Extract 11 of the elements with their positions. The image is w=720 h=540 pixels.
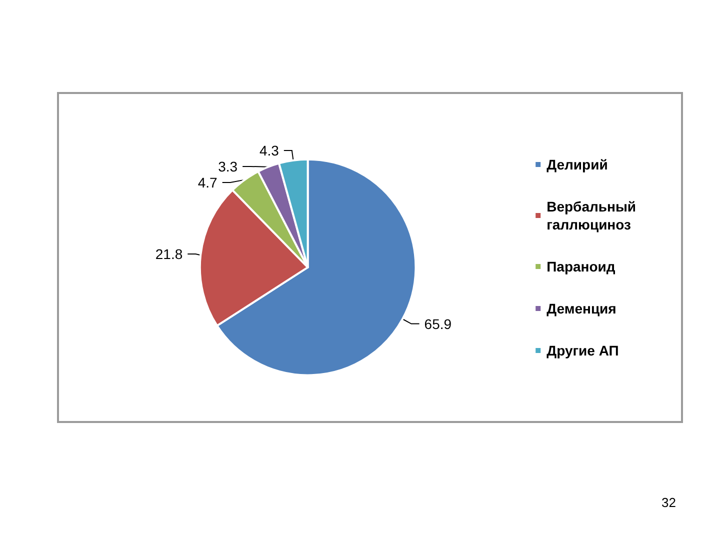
legend-label: Другие АП — [546, 342, 619, 358]
data-label: 4.3 — [259, 142, 280, 158]
legend-label: Параноид — [546, 258, 616, 274]
legend-label: Деменция — [546, 300, 616, 316]
data-label: 3.3 — [218, 158, 238, 174]
data-label: 65.9 — [424, 316, 452, 332]
text: 32 — [662, 495, 676, 510]
legend-label: Вербальный галлюциноз — [546, 198, 636, 232]
data-label: 21.8 — [155, 246, 183, 262]
legend-label: Делирий — [546, 156, 608, 172]
data-label: 4.7 — [198, 174, 218, 190]
